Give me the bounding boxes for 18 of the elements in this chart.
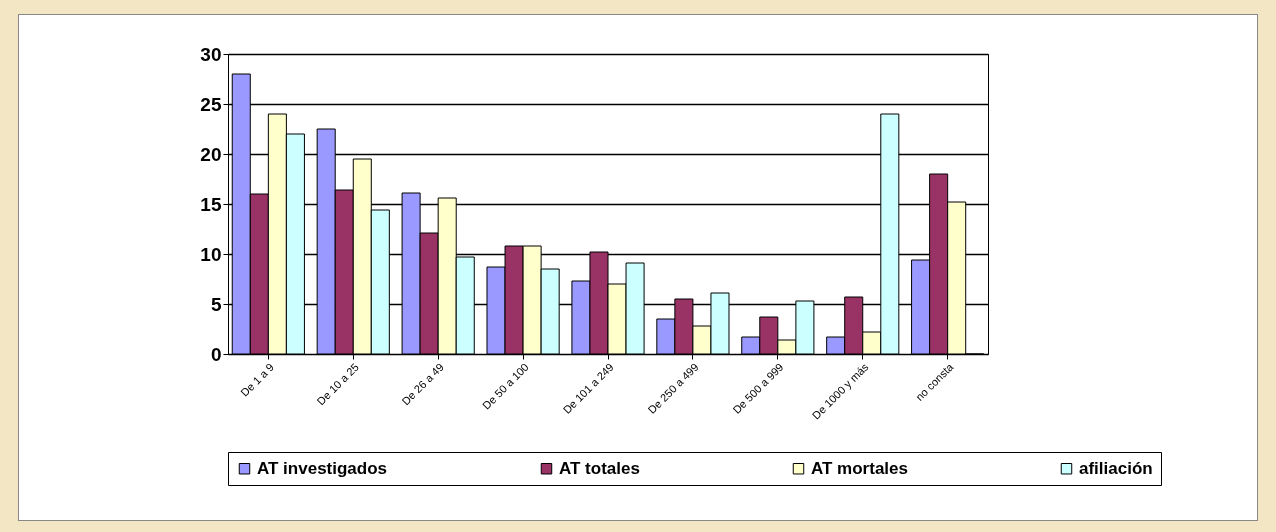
legend-label: AT investigados [257, 458, 388, 478]
y-tick-label: 25 [200, 93, 222, 115]
x-tick-label: De 250 a 499 [645, 360, 701, 416]
x-tick-label: De 10 a 25 [314, 360, 362, 408]
legend-label: AT totales [559, 458, 640, 478]
y-tick-label: 10 [200, 243, 222, 265]
y-tick-label: 20 [200, 143, 222, 165]
x-tick-label: De 500 a 999 [730, 360, 786, 416]
x-tick-label: De 101 a 249 [560, 360, 616, 416]
y-tick-label: 0 [210, 343, 222, 365]
y-tick-label: 15 [200, 193, 222, 215]
y-tick-label: 5 [210, 293, 222, 315]
legend-label: afiliación [1079, 458, 1153, 478]
x-tick-label: De 26 a 49 [399, 360, 446, 408]
x-tick-label: De 1 a 9 [238, 360, 277, 399]
y-tick-label: 30 [200, 43, 222, 65]
x-tick-label: De 50 a 100 [479, 360, 531, 412]
legend-label: AT mortales [811, 458, 908, 478]
